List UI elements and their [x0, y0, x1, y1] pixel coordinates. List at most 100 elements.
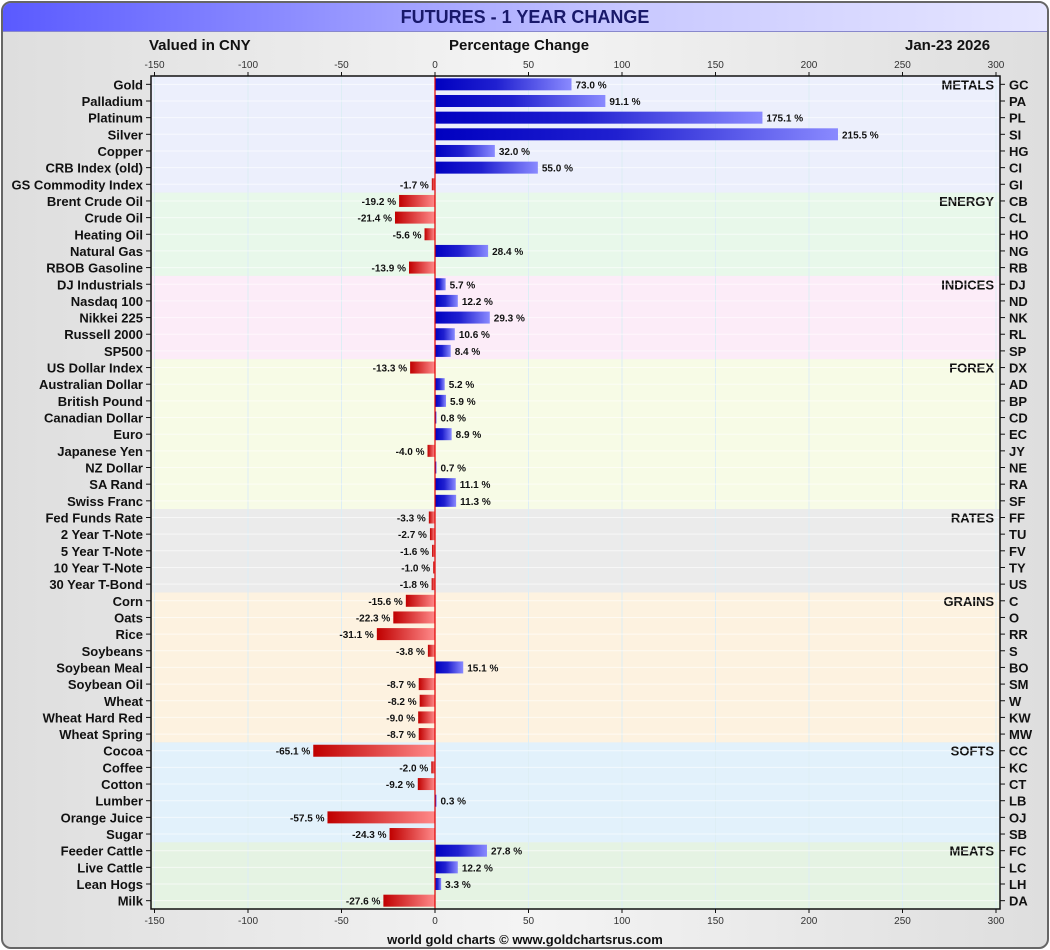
- symbol-code: KC: [1009, 760, 1028, 775]
- symbol-code: GC: [1009, 77, 1029, 92]
- bar-ty: [433, 561, 435, 574]
- x-tick-label-top: 300: [988, 60, 1005, 71]
- data-label: 11.3 %: [460, 497, 491, 508]
- chart-title: FUTURES - 1 YEAR CHANGE: [400, 7, 650, 27]
- data-label: -65.1 %: [276, 747, 311, 758]
- bar-ad: [435, 378, 445, 391]
- category-label: Live Cattle: [77, 860, 143, 875]
- bar-cl: [394, 211, 435, 224]
- category-label: 10 Year T-Note: [54, 560, 143, 575]
- data-label: -13.3 %: [373, 364, 408, 375]
- symbol-code: CI: [1009, 161, 1022, 176]
- symbol-code: S: [1009, 644, 1018, 659]
- symbol-code: DJ: [1009, 277, 1026, 292]
- symbol-code: SI: [1009, 127, 1021, 142]
- bar-lb: [435, 794, 437, 807]
- data-label: -27.6 %: [346, 897, 381, 908]
- symbol-code: O: [1009, 610, 1019, 625]
- data-label: -8.7 %: [387, 680, 416, 691]
- title-bar: FUTURES - 1 YEAR CHANGE: [3, 3, 1047, 32]
- data-label: 32.0 %: [499, 147, 530, 158]
- bar-mw: [418, 728, 435, 741]
- symbol-code: CB: [1009, 194, 1028, 209]
- symbol-code: PL: [1009, 111, 1026, 126]
- data-label: 73.0 %: [576, 80, 607, 91]
- data-label: -13.9 %: [372, 264, 407, 275]
- bar-nk: [435, 311, 490, 324]
- category-label: Milk: [118, 894, 144, 909]
- symbol-code: RB: [1009, 261, 1028, 276]
- symbol-code: SB: [1009, 827, 1027, 842]
- bar-dx: [410, 361, 435, 374]
- category-label: Cocoa: [103, 744, 144, 759]
- symbol-code: ND: [1009, 294, 1028, 309]
- data-label: 27.8 %: [491, 847, 522, 858]
- category-label: NZ Dollar: [85, 461, 143, 476]
- x-tick-label-top: -50: [334, 60, 349, 71]
- category-label: Copper: [98, 144, 144, 159]
- data-label: 215.5 %: [842, 130, 879, 141]
- data-label: 8.9 %: [456, 430, 482, 441]
- x-tick-label-bottom: 300: [988, 916, 1005, 927]
- bar-cd: [435, 411, 437, 424]
- symbol-code: OJ: [1009, 810, 1026, 825]
- bar-pa: [435, 94, 606, 107]
- x-tick-label-bottom: 100: [614, 916, 631, 927]
- symbol-code: CT: [1009, 777, 1026, 792]
- category-label: Lean Hogs: [77, 877, 143, 892]
- data-label: -5.6 %: [393, 230, 422, 241]
- bar-ho: [424, 228, 435, 241]
- x-tick-label-top: 200: [801, 60, 818, 71]
- bar-hg: [435, 144, 495, 157]
- symbol-code: US: [1009, 577, 1027, 592]
- symbol-code: LH: [1009, 877, 1026, 892]
- data-label: -21.4 %: [358, 214, 393, 225]
- category-label: Australian Dollar: [39, 377, 143, 392]
- bar-da: [383, 894, 435, 907]
- category-label: 5 Year T-Note: [61, 544, 143, 559]
- category-label: Euro: [113, 427, 143, 442]
- x-tick-label-bottom: -50: [334, 916, 349, 927]
- bar-rl: [435, 328, 455, 341]
- category-label: US Dollar Index: [47, 361, 144, 376]
- bar-fc: [435, 844, 487, 857]
- category-label: Nasdaq 100: [71, 294, 143, 309]
- category-label: Wheat: [104, 694, 144, 709]
- category-label: Oats: [114, 610, 143, 625]
- symbol-code: TY: [1009, 560, 1026, 575]
- x-tick-label-bottom: -150: [144, 916, 164, 927]
- bar-w: [419, 694, 435, 707]
- data-label: -4.0 %: [396, 447, 425, 458]
- bar-sp: [435, 344, 451, 357]
- x-tick-label-top: 0: [432, 60, 438, 71]
- bar-oj: [327, 811, 435, 824]
- x-tick-label-top: 50: [523, 60, 535, 71]
- category-label: Feeder Cattle: [61, 844, 143, 859]
- bar-o: [393, 611, 435, 624]
- data-label: 0.8 %: [441, 414, 467, 425]
- x-tick-label-top: 250: [894, 60, 911, 71]
- data-label: 0.3 %: [441, 797, 467, 808]
- data-label: 5.9 %: [450, 397, 476, 408]
- symbol-code: JY: [1009, 444, 1025, 459]
- symbol-code: SF: [1009, 494, 1026, 509]
- category-label: Brent Crude Oil: [47, 194, 143, 209]
- bar-cb: [399, 194, 435, 207]
- category-label: Soybean Oil: [68, 677, 143, 692]
- data-label: -22.3 %: [356, 613, 391, 624]
- bar-tu: [429, 528, 435, 541]
- category-label: Canadian Dollar: [44, 411, 143, 426]
- bar-ct: [417, 778, 435, 791]
- bar-ne: [435, 461, 437, 474]
- bar-ra: [435, 478, 456, 491]
- x-tick-label-top: 100: [614, 60, 631, 71]
- data-label: -57.5 %: [290, 813, 325, 824]
- symbol-code: CD: [1009, 411, 1028, 426]
- symbol-code: BO: [1009, 660, 1029, 675]
- x-tick-label-bottom: 50: [523, 916, 535, 927]
- symbol-code: LC: [1009, 860, 1027, 875]
- x-tick-label-top: 150: [707, 60, 724, 71]
- data-label: 5.7 %: [450, 280, 476, 291]
- bar-fv: [432, 544, 435, 557]
- category-label: SP500: [104, 344, 143, 359]
